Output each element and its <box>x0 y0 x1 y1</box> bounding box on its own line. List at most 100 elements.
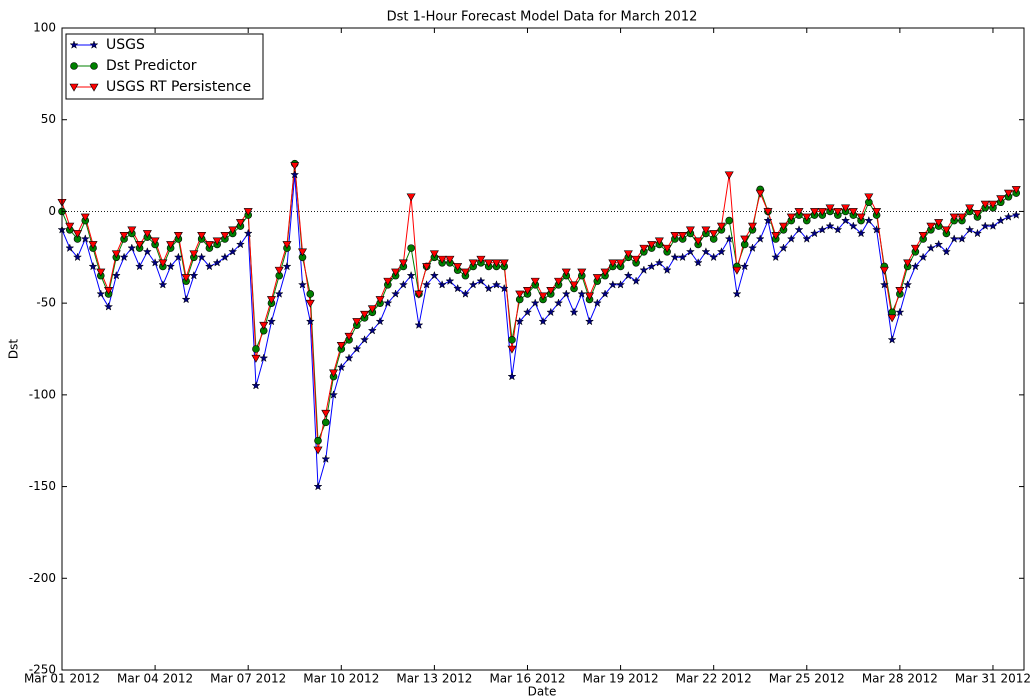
triangle-marker <box>670 231 680 240</box>
triangle-marker <box>204 241 214 250</box>
triangle-marker <box>747 222 757 231</box>
star-marker <box>460 289 470 298</box>
legend-label: USGS <box>106 37 145 53</box>
triangle-marker <box>755 189 765 198</box>
triangle-marker <box>887 314 897 323</box>
star-marker <box>817 225 827 234</box>
star-marker <box>553 298 564 308</box>
star-marker <box>406 270 416 280</box>
star-marker <box>724 234 734 243</box>
triangle-marker <box>391 268 401 277</box>
x-tick-label: Mar 28 2012 <box>862 672 938 686</box>
star-marker <box>631 276 641 286</box>
triangle-marker <box>142 230 152 239</box>
circle-marker <box>407 244 415 252</box>
star-marker <box>429 270 439 280</box>
star-marker <box>763 215 773 225</box>
legend-label: USGS RT Persistence <box>106 79 251 95</box>
triangle-marker <box>111 250 121 259</box>
triangle-marker <box>872 208 882 217</box>
star-marker <box>445 276 455 286</box>
triangle-marker <box>65 222 75 231</box>
triangle-marker <box>980 200 990 209</box>
triangle-marker <box>228 226 238 235</box>
star-marker <box>965 225 975 234</box>
star-marker <box>142 247 152 256</box>
triangle-marker <box>251 354 261 363</box>
star-marker <box>367 325 377 335</box>
triangle-marker <box>693 237 703 246</box>
star-marker <box>88 261 98 271</box>
star-marker <box>103 302 114 311</box>
triangle-marker <box>220 231 230 240</box>
triangle-marker <box>988 200 998 209</box>
star-marker <box>305 316 315 326</box>
triangle-marker <box>352 318 362 327</box>
star-marker <box>468 280 478 289</box>
series-line <box>61 163 1017 441</box>
star-marker <box>313 481 323 491</box>
star-marker <box>833 225 843 234</box>
star-marker <box>949 234 959 243</box>
triangle-marker <box>445 255 455 264</box>
plot-frame <box>61 27 1025 671</box>
star-marker <box>484 283 494 293</box>
triangle-marker <box>344 332 354 341</box>
star-marker <box>297 280 308 289</box>
star-marker <box>755 234 765 243</box>
star-marker <box>856 228 866 238</box>
triangle-marker <box>460 268 470 277</box>
star-marker <box>251 380 261 390</box>
triangle-marker <box>499 259 509 268</box>
triangle-marker <box>794 208 804 217</box>
star-marker <box>414 320 424 330</box>
triangle-marker <box>701 226 711 235</box>
star-marker <box>166 261 176 271</box>
star-marker <box>259 353 269 363</box>
triangle-marker <box>484 259 494 268</box>
star-marker <box>693 258 703 267</box>
star-marker <box>809 228 820 238</box>
triangle-marker <box>290 162 300 171</box>
triangle-marker <box>585 292 595 301</box>
star-marker <box>491 280 502 289</box>
triangle-marker <box>965 204 975 213</box>
triangle-marker <box>926 222 936 231</box>
x-tick-label: Mar 31 2012 <box>955 672 1031 686</box>
star-marker <box>740 261 750 271</box>
star-marker <box>243 228 253 238</box>
star-marker <box>476 276 486 286</box>
star-marker <box>872 225 882 234</box>
triangle-marker <box>639 244 649 253</box>
star-marker <box>778 243 789 253</box>
triangle-marker <box>879 266 889 275</box>
circle-marker <box>90 62 98 70</box>
star-marker <box>127 243 137 253</box>
y-tick-label: -200 <box>29 571 56 585</box>
star-marker <box>437 280 447 289</box>
star-marker <box>592 298 602 308</box>
triangle-marker <box>515 290 525 299</box>
triangle-marker <box>778 222 789 231</box>
star-marker <box>546 307 556 317</box>
star-marker <box>538 316 548 326</box>
triangle-marker <box>810 208 820 217</box>
x-tick-label: Mar 16 2012 <box>489 672 565 686</box>
star-marker <box>65 243 75 253</box>
triangle-marker <box>724 171 734 180</box>
star-marker <box>89 40 99 49</box>
triangle-marker <box>910 244 920 253</box>
star-marker <box>266 316 277 326</box>
star-marker <box>561 289 571 298</box>
star-marker <box>274 289 284 298</box>
star-marker <box>189 270 199 280</box>
star-marker <box>996 215 1006 225</box>
x-tick-label: Mar 22 2012 <box>676 672 752 686</box>
x-tick-label: Mar 07 2012 <box>210 672 286 686</box>
star-marker <box>972 228 983 238</box>
y-tick-label: 100 <box>33 21 56 35</box>
triangle-marker <box>166 241 176 250</box>
triangle-marker <box>600 268 610 277</box>
